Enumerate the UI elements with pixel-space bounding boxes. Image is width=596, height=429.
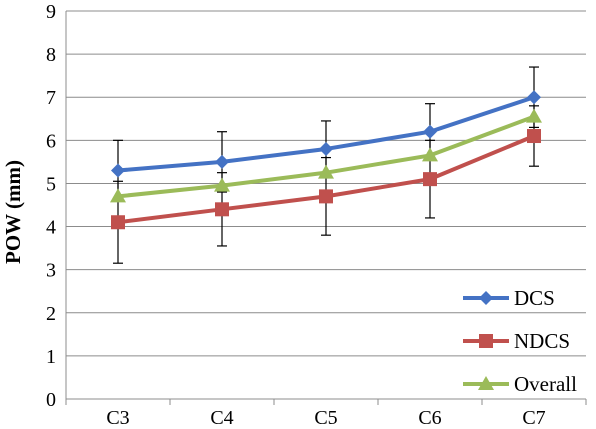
x-tick-label-c6: C6 [418, 407, 441, 429]
axes [65, 11, 587, 405]
y-tick-label-1: 1 [46, 346, 56, 368]
point-overall-c4 [214, 177, 230, 192]
y-tick-labels: 0 1 2 3 4 5 6 7 8 9 [46, 1, 56, 411]
legend-label-dcs: DCS [514, 286, 555, 310]
legend-marker-ndcs [479, 334, 493, 348]
point-ndcs-c5 [319, 189, 333, 204]
legend-item-ndcs: NDCS [463, 329, 570, 353]
point-overall-c5 [318, 164, 334, 179]
y-tick-label-4: 4 [46, 217, 56, 239]
x-tick-label-c7: C7 [522, 407, 545, 429]
point-ndcs-c7 [527, 129, 541, 144]
y-tick-label-2: 2 [46, 303, 56, 325]
x-tick-label-c5: C5 [314, 407, 337, 429]
y-tick-label-7: 7 [46, 87, 56, 109]
point-dcs-c3 [111, 163, 125, 178]
x-tick-label-c4: C4 [210, 407, 233, 429]
x-tick-label-c3: C3 [106, 407, 129, 429]
legend-item-overall: Overall [463, 372, 577, 396]
y-tick-label-9: 9 [46, 1, 56, 23]
point-dcs-c7 [527, 90, 541, 105]
x-tick-labels: C3 C4 C5 C6 C7 [106, 407, 545, 429]
series-layer [110, 90, 542, 230]
y-tick-label-8: 8 [46, 44, 56, 66]
legend-label-overall: Overall [514, 372, 577, 396]
point-overall-c6 [422, 147, 438, 162]
y-tick-label-5: 5 [46, 173, 56, 195]
point-overall-c7 [526, 108, 542, 123]
y-axis-title: POW (mm) [1, 160, 25, 264]
y-tick-label-6: 6 [46, 130, 56, 152]
point-overall-c3 [110, 188, 126, 203]
point-dcs-c5 [319, 141, 333, 156]
point-ndcs-c6 [423, 172, 437, 187]
y-tick-label-3: 3 [46, 260, 56, 282]
point-ndcs-c3 [111, 215, 125, 230]
point-dcs-c4 [215, 154, 229, 169]
legend-marker-dcs [479, 291, 493, 305]
y-tick-label-0: 0 [46, 389, 56, 411]
legend-marker-overall [478, 376, 494, 390]
point-ndcs-c4 [215, 202, 229, 217]
point-dcs-c6 [423, 124, 437, 139]
legend-label-ndcs: NDCS [514, 329, 570, 353]
legend: DCS NDCS Overall [463, 286, 577, 396]
legend-item-dcs: DCS [463, 286, 555, 310]
